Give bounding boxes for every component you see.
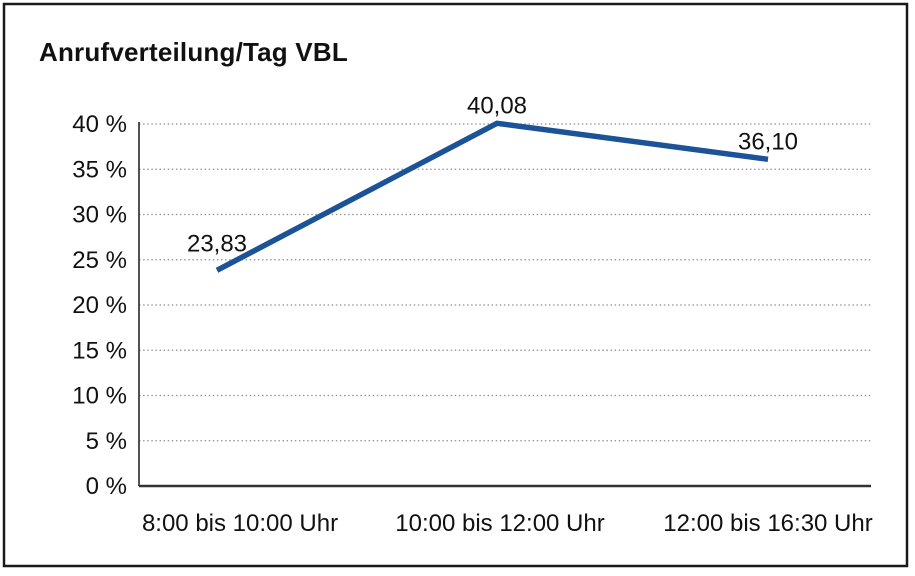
chart-frame-border [2,2,909,568]
y-tick-label: 40 % [72,111,127,138]
y-tick-label: 5 % [86,428,127,455]
y-tick-label: 30 % [72,202,127,229]
chart-title: Anrufverteilung/Tag VBL [39,37,348,67]
x-category-label: 8:00 bis 10:00 Uhr [142,510,338,537]
x-axis-category-labels: 8:00 bis 10:00 Uhr 10:00 bis 12:00 Uhr 12:… [142,510,873,537]
y-tick-label: 25 % [72,247,127,274]
series-line [215,120,769,273]
y-tick-label: 10 % [72,383,127,410]
gridlines-group [139,123,871,442]
x-category-label: 10:00 bis 12:00 Uhr [395,510,604,537]
data-value-labels: 23,83 40,08 36,10 [187,92,798,257]
data-point-label: 23,83 [187,230,247,257]
x-category-label: 12:00 bis 16:30 Uhr [663,510,872,537]
data-point-label: 40,08 [467,92,527,119]
y-tick-label: 15 % [72,337,127,364]
y-tick-label: 0 % [86,473,127,500]
y-tick-label: 20 % [72,292,127,319]
y-tick-label: 35 % [72,156,127,183]
y-axis-tick-labels: 0 % 5 % 10 % 15 % 20 % 25 % 30 % 35 % 40 % [72,111,127,500]
data-point-label: 36,10 [738,128,798,155]
